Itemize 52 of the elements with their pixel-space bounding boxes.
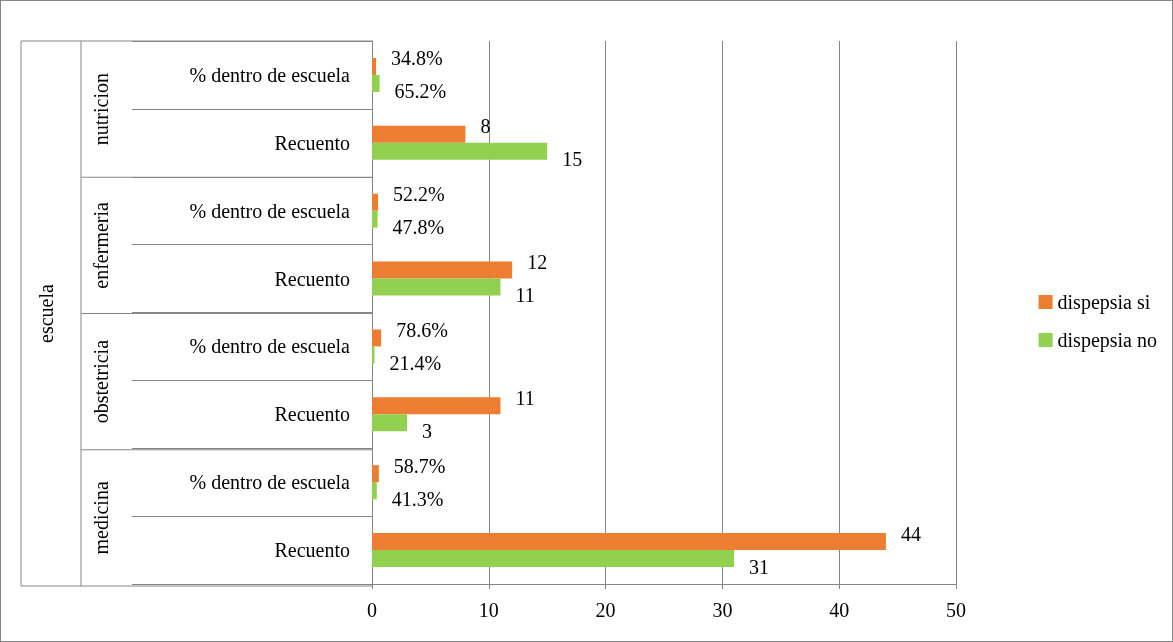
- y-tick-label: % dentro de escuela: [189, 199, 351, 222]
- x-tick-label: 0: [367, 599, 377, 621]
- text: nutricion: [90, 73, 112, 146]
- data-label: 31: [749, 555, 770, 578]
- data-label: 58.7%: [393, 454, 446, 477]
- data-label: 34.8%: [391, 47, 443, 70]
- text: obstetricia: [90, 339, 112, 424]
- bar: [372, 278, 501, 296]
- data-label: 11: [515, 386, 535, 409]
- x-tick-label: 10: [478, 599, 499, 621]
- text: escuela: [35, 283, 57, 343]
- bar: [372, 57, 377, 75]
- x-tick-label: 40: [829, 599, 850, 621]
- bar: [372, 261, 513, 279]
- bar: [372, 397, 501, 415]
- legend-label: dispepsia no: [1057, 329, 1157, 352]
- data-label: 3: [422, 419, 433, 442]
- data-label: 44: [900, 522, 921, 545]
- y-tick-label: % dentro de escuela: [189, 471, 351, 494]
- bar: [372, 125, 466, 143]
- text: enfermeria: [90, 201, 112, 289]
- legend-label: dispepsia si: [1057, 291, 1151, 314]
- bar: [372, 465, 379, 483]
- y-tick-label: % dentro de escuela: [189, 335, 351, 358]
- y-tick-label: Recuento: [274, 403, 350, 426]
- data-label: 47.8%: [392, 216, 445, 239]
- data-label: 78.6%: [396, 318, 448, 341]
- data-label: 11: [515, 284, 535, 307]
- bar: [372, 550, 735, 568]
- text: medicina: [90, 481, 112, 555]
- data-label: 41.3%: [391, 487, 444, 510]
- y-tick-label: Recuento: [274, 539, 350, 562]
- x-tick-label: 30: [712, 599, 733, 621]
- bar: [372, 193, 379, 211]
- bar: [372, 74, 380, 92]
- bar: [372, 210, 378, 228]
- data-label: 12: [527, 251, 548, 274]
- bar: [372, 533, 886, 551]
- y-tick-label: Recuento: [274, 267, 350, 290]
- y-tick-label: Recuento: [274, 131, 350, 154]
- bar: [372, 482, 377, 500]
- x-tick-label: 20: [595, 599, 616, 621]
- data-label: 52.2%: [393, 183, 445, 206]
- bar: [372, 329, 382, 347]
- bar: [372, 414, 408, 432]
- data-label: 21.4%: [389, 351, 442, 374]
- data-label: 15: [562, 148, 583, 171]
- data-label: 8: [480, 115, 491, 138]
- data-label: 65.2%: [394, 80, 447, 103]
- x-tick-label: 50: [946, 599, 966, 621]
- y-tick-label: % dentro de escuela: [189, 63, 351, 86]
- bar: [372, 142, 548, 160]
